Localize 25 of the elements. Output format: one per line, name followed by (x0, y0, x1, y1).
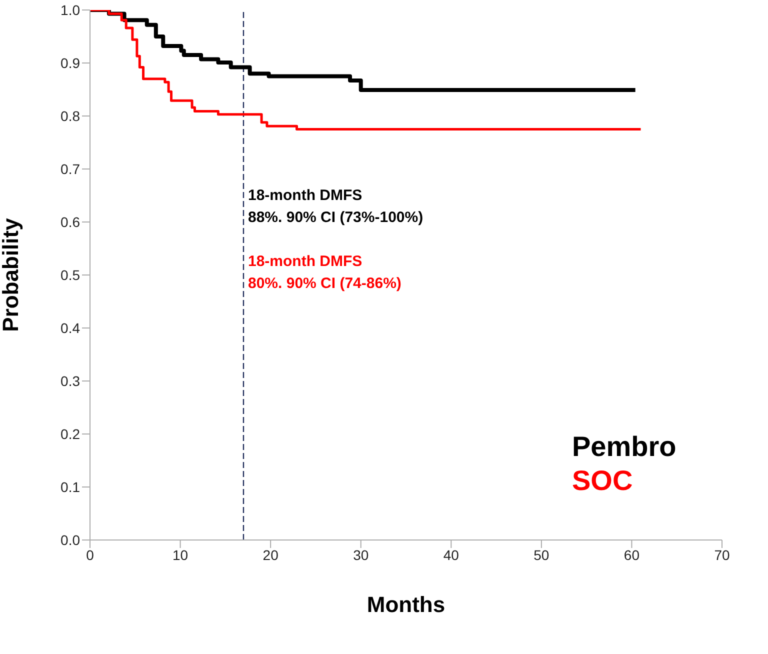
y-tick-label: 0.8 (60, 108, 80, 124)
x-tick-label: 20 (262, 546, 279, 563)
x-tick-label: 30 (353, 546, 369, 563)
x-tick-label: 50 (534, 546, 550, 563)
x-axis-title: Months (366, 592, 446, 617)
x-tick-label: 40 (443, 546, 460, 563)
y-tick-label: 0.1 (60, 478, 80, 495)
y-tick-label: 0.9 (60, 54, 80, 71)
y-tick-label: 0.5 (60, 266, 80, 283)
y-tick-label: 0.0 (60, 532, 80, 548)
y-tick-label: 0.3 (60, 372, 80, 389)
annotation: 18-month DMFS 88%. 90% CI (73%-100%) (248, 186, 424, 228)
x-tick-label: 0 (86, 546, 94, 563)
y-tick-label: 0.4 (60, 320, 80, 336)
y-axis-title: Probability (0, 217, 23, 332)
y-tick-label: 0.7 (60, 160, 80, 177)
text: SOC (572, 464, 634, 498)
text: Pembro (572, 430, 676, 464)
y-tick-label: 0.6 (60, 214, 80, 230)
annotation: 18-month DMFS 80%. 90% CI (74-86%) (248, 252, 402, 294)
y-tick-label: 1.0 (60, 2, 80, 18)
y-tick-label: 0.2 (60, 426, 80, 442)
x-tick-label: 70 (714, 546, 730, 563)
x-tick-label: 10 (172, 546, 188, 563)
x-tick-label: 60 (624, 546, 640, 563)
